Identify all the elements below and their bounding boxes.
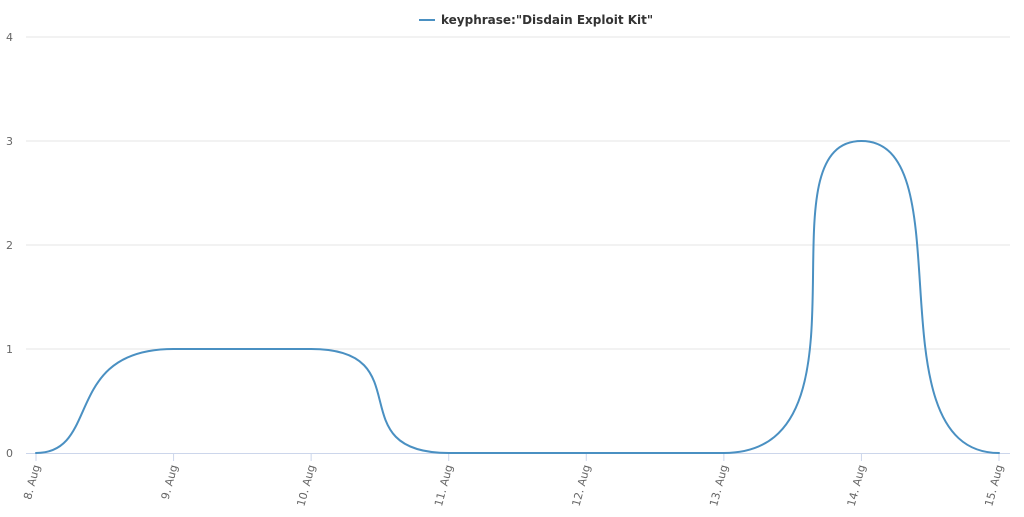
x-tick-label: 12. Aug: [570, 463, 594, 507]
series-line[interactable]: [35, 140, 1000, 455]
y-tick-label: 1: [6, 343, 13, 356]
y-axis-labels: 0 1 2 3 4: [6, 31, 13, 460]
legend[interactable]: keyphrase:"Disdain Exploit Kit": [419, 13, 653, 27]
x-tick-label: 13. Aug: [707, 463, 731, 507]
y-tick-label: 4: [6, 31, 13, 44]
x-tick-label: 14. Aug: [845, 463, 869, 507]
y-tick-label: 3: [6, 135, 13, 148]
x-tick-label: 9. Aug: [159, 463, 181, 501]
y-tick-label: 0: [6, 447, 13, 460]
y-gridlines: [26, 36, 1010, 350]
x-tick-label: 10. Aug: [294, 463, 318, 507]
legend-label: keyphrase:"Disdain Exploit Kit": [441, 13, 653, 27]
series-group: [35, 140, 1000, 455]
x-tick-label: 15. Aug: [982, 463, 1006, 507]
x-axis-labels: 8. Aug 9. Aug 10. Aug 11. Aug 12. Aug 13. Aug…: [21, 463, 1006, 507]
x-tick-label: 11. Aug: [432, 463, 456, 507]
x-tick-label: 8. Aug: [21, 463, 43, 501]
y-tick-label: 2: [6, 239, 13, 252]
x-axis-ticks: [35, 453, 1000, 461]
